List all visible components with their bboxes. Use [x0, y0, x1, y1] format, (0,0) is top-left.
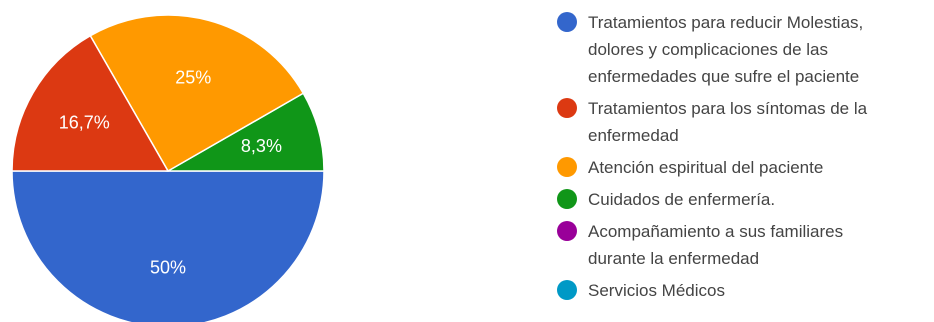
legend-swatch-0: [557, 12, 577, 32]
legend-label-0-line-1: dolores y complicaciones de las: [588, 40, 828, 59]
legend-swatch-2: [557, 157, 577, 177]
pie-slice-label-0: 50%: [150, 258, 186, 278]
legend-label-2-line-0: Atención espiritual del paciente: [588, 158, 823, 177]
legend-swatch-3: [557, 189, 577, 209]
legend-label-4-line-1: durante la enfermedad: [588, 249, 759, 268]
legend: Tratamientos para reducir Molestias, dolo…: [557, 12, 868, 300]
pie-slices: [11, 14, 325, 322]
pie-slice-2: [89, 14, 305, 173]
pie-slice-1: [11, 34, 170, 172]
pie-slice-0: [11, 170, 325, 322]
legend-label-0-line-0: Tratamientos para reducir Molestias,: [588, 13, 863, 32]
pie-slice-label-3: 8,3%: [241, 136, 282, 156]
legend-label-3-line-0: Cuidados de enfermería.: [588, 190, 775, 209]
legend-swatch-5: [557, 280, 577, 300]
legend-label-1-line-1: enfermedad: [588, 126, 679, 145]
legend-label-0-line-2: enfermedades que sufre el paciente: [588, 67, 859, 86]
legend-swatch-4: [557, 221, 577, 241]
pie-slice-label-2: 25%: [175, 68, 211, 88]
legend-label-4-line-0: Acompañamiento a sus familiares: [588, 222, 843, 241]
pie-slice-label-1: 16,7%: [59, 113, 110, 133]
legend-label-5-line-0: Servicios Médicos: [588, 281, 725, 300]
pie-slice-labels: 50% 8,3% 25% 16,7%: [59, 68, 282, 278]
legend-swatch-1: [557, 98, 577, 118]
legend-label-1-line-0: Tratamientos para los síntomas de la: [588, 99, 868, 118]
